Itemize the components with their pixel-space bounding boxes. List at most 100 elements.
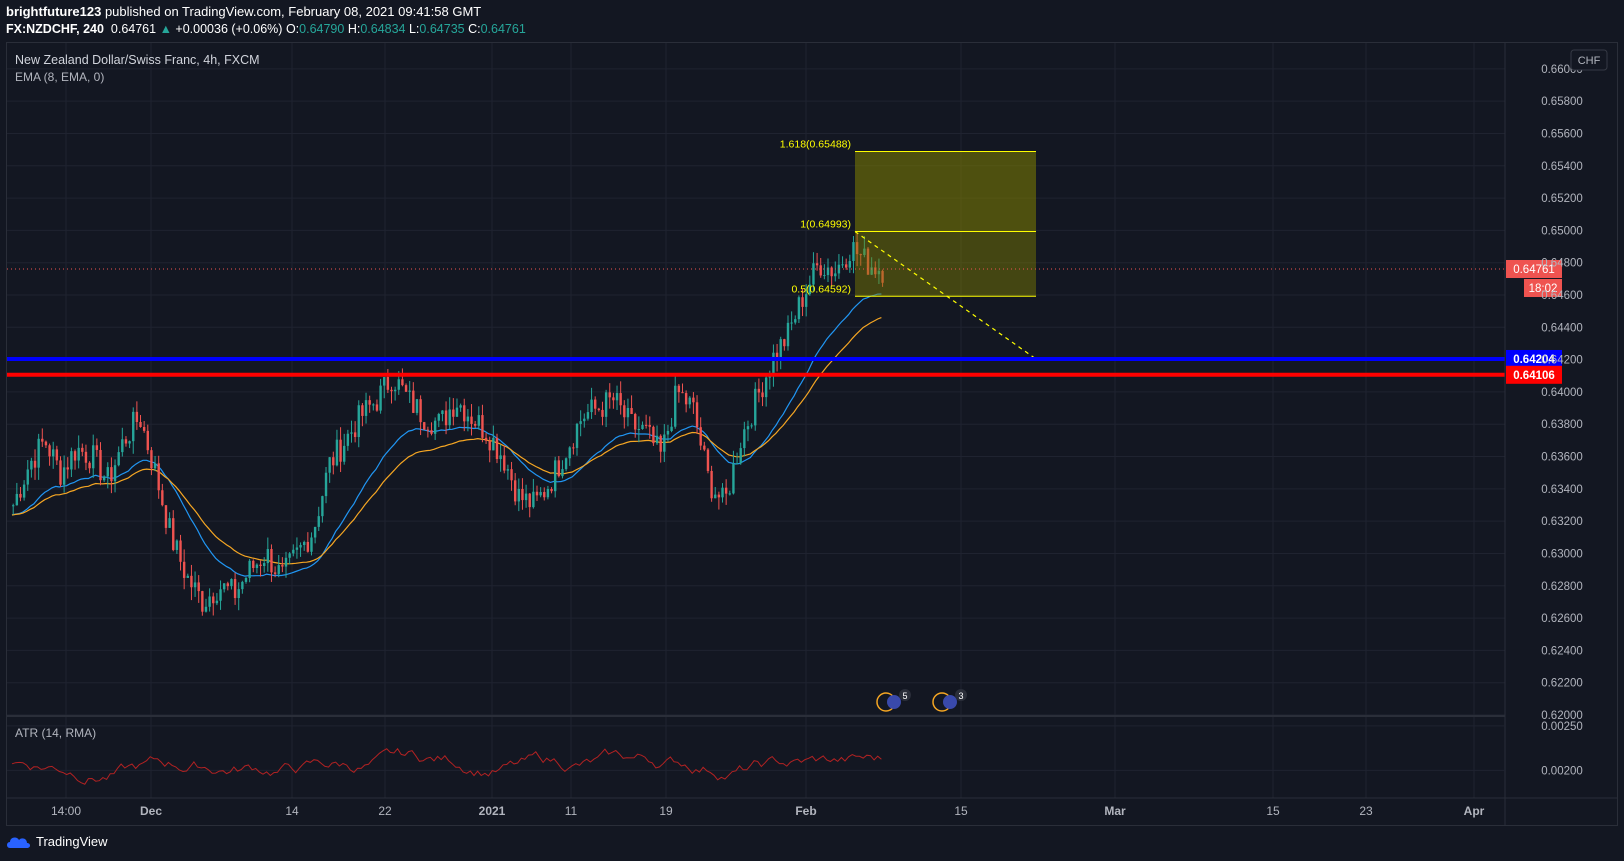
candle-body (361, 405, 364, 416)
candle-body (648, 424, 651, 427)
fib-zone-lower (855, 231, 1036, 297)
candle-body (175, 540, 179, 550)
candle-body (182, 561, 186, 578)
candle-body (703, 445, 706, 450)
candle-body (52, 449, 55, 457)
time-tick-label: 23 (1359, 804, 1373, 818)
atr-tick-label: 0.00200 (1541, 765, 1583, 777)
candle-body (543, 492, 546, 498)
price-tick-label: 0.64600 (1541, 290, 1583, 302)
author-name[interactable]: brightfuture123 (6, 4, 102, 19)
price-tick-label: 0.65400 (1541, 161, 1583, 173)
chart-canvas[interactable]: 1.618(0.65488) 1(0.64993) 0.5(0.64592) 0.6… (0, 0, 1624, 828)
candle-body (164, 505, 168, 528)
candle-body (222, 583, 226, 590)
high-label: H: (347, 22, 361, 36)
candle-body (848, 261, 852, 268)
candle-body (750, 425, 753, 427)
support-price-tag (1506, 349, 1562, 368)
published-text: published on TradingView.com, February 0… (101, 4, 482, 19)
event-count-label: 3 (958, 691, 963, 701)
candle-body (343, 445, 346, 462)
symbol-interval: FX:NZDCHF, 240 (6, 22, 104, 36)
current-price-tag (1506, 259, 1562, 278)
candle-body (248, 560, 251, 578)
candle-body (404, 385, 408, 392)
candle-body (881, 270, 884, 283)
candle-body (699, 427, 702, 446)
candle-body (517, 488, 521, 502)
candle-body (459, 405, 462, 408)
ema-lines (11, 293, 882, 577)
candle-body (146, 430, 149, 451)
price-tick-label: 0.65600 (1541, 128, 1583, 140)
candle-body (19, 493, 22, 498)
candle-body (590, 399, 593, 413)
candle-body (564, 458, 568, 470)
candle-body (55, 449, 59, 461)
horizontal-levels[interactable]: 0.64204 0.64106 0.64761 18:02 (7, 259, 1562, 384)
time-tick-label: Feb (795, 804, 816, 818)
candle-body (441, 410, 444, 415)
event-flag-second (887, 695, 901, 709)
candle-body (779, 339, 782, 360)
candle-body (728, 493, 731, 495)
candle-body (775, 352, 779, 360)
candle-body (681, 392, 684, 394)
price-axis[interactable]: 0.62000 0.62200 0.62400 0.62600 0.62800 0.630… (1504, 43, 1583, 826)
candle-body (448, 409, 451, 426)
currency-badge[interactable] (1570, 49, 1608, 71)
price-tick-label: 0.62400 (1541, 645, 1583, 657)
time-tick-label: 19 (659, 804, 673, 818)
candle-body (666, 430, 670, 435)
candle-body (135, 411, 139, 422)
candle-body (62, 467, 66, 485)
candle-body (663, 434, 666, 452)
candle-body (521, 488, 524, 501)
candle-body (644, 424, 648, 426)
candle-body (383, 377, 386, 386)
candle-body (484, 437, 488, 441)
candle-body (288, 553, 291, 558)
time-tick-label: 11 (565, 804, 578, 818)
candle-body (481, 415, 484, 438)
candle-body (710, 470, 713, 499)
candle-body (321, 496, 324, 517)
candle-body (557, 460, 561, 477)
tradingview-logo[interactable]: TradingView (6, 834, 108, 849)
candle-body (273, 572, 277, 574)
atr-pane: 0.00250 0.00200 (7, 715, 1583, 785)
candle-body (604, 392, 608, 417)
chart-frame (6, 42, 1618, 826)
candle-body (208, 596, 211, 607)
candle-body (335, 439, 339, 466)
candle-body (33, 460, 37, 468)
candle-body (528, 493, 531, 508)
candle-body (190, 575, 193, 588)
candle-body (863, 248, 866, 255)
candle-body (597, 408, 601, 410)
candle-body (430, 430, 433, 434)
high-value: 0.64834 (360, 22, 406, 36)
candle-body (568, 447, 571, 459)
candle-body (852, 242, 855, 262)
close-label: C: (468, 22, 481, 36)
candle-body (59, 460, 62, 485)
candle-body (41, 438, 44, 442)
time-axis[interactable]: 14:00 Dec 14 22 2021 11 19 Feb 15 Mar 15 23 Apr (7, 797, 1618, 818)
candle-body (22, 484, 26, 498)
candle-body (826, 267, 830, 276)
candle-body (259, 564, 262, 566)
candles (12, 232, 884, 616)
fib-extension[interactable]: 1.618(0.65488) 1(0.64993) 0.5(0.64592) (780, 139, 1037, 360)
price-tick-label: 0.64200 (1541, 355, 1583, 367)
footer-brand: TradingView (36, 834, 108, 849)
event-count-label: 5 (902, 691, 907, 701)
candle-body (70, 451, 73, 470)
candle-body (168, 518, 171, 528)
candle-body (252, 560, 255, 569)
countdown-label: 18:02 (1529, 283, 1558, 295)
candle-body (539, 492, 542, 496)
ema-line-slow (11, 317, 882, 565)
